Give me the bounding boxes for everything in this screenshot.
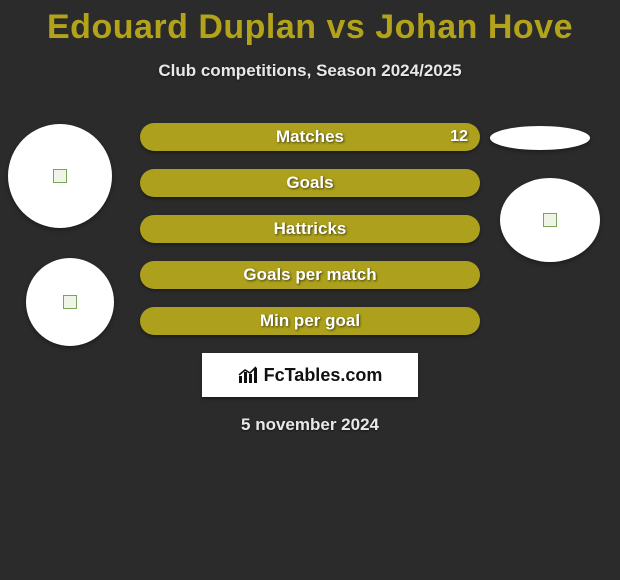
stat-row-goals-per-match: Goals per match bbox=[140, 261, 480, 289]
stat-label: Hattricks bbox=[140, 219, 480, 239]
stat-label: Min per goal bbox=[140, 311, 480, 331]
placeholder-icon bbox=[53, 169, 67, 183]
stat-label: Matches bbox=[140, 127, 480, 147]
stat-right-value: 12 bbox=[450, 128, 468, 146]
date-label: 5 november 2024 bbox=[0, 415, 620, 435]
subtitle: Club competitions, Season 2024/2025 bbox=[0, 61, 620, 81]
stat-row-matches: Matches 12 bbox=[140, 123, 480, 151]
stat-label: Goals bbox=[140, 173, 480, 193]
page-title: Edouard Duplan vs Johan Hove bbox=[0, 0, 620, 47]
player-photo-left-1 bbox=[8, 124, 112, 228]
stat-row-hattricks: Hattricks bbox=[140, 215, 480, 243]
player-photo-left-2 bbox=[26, 258, 114, 346]
stat-label: Goals per match bbox=[140, 265, 480, 285]
placeholder-icon bbox=[543, 213, 557, 227]
brand-badge: FcTables.com bbox=[202, 353, 418, 397]
placeholder-icon bbox=[63, 295, 77, 309]
chart-icon bbox=[238, 366, 260, 384]
stat-row-goals: Goals bbox=[140, 169, 480, 197]
stats-container: Matches 12 Goals Hattricks Goals per mat… bbox=[140, 123, 480, 335]
brand-label: FcTables.com bbox=[264, 365, 383, 386]
player-photo-right-ellipse bbox=[490, 126, 590, 150]
player-photo-right bbox=[500, 178, 600, 262]
stat-row-min-per-goal: Min per goal bbox=[140, 307, 480, 335]
